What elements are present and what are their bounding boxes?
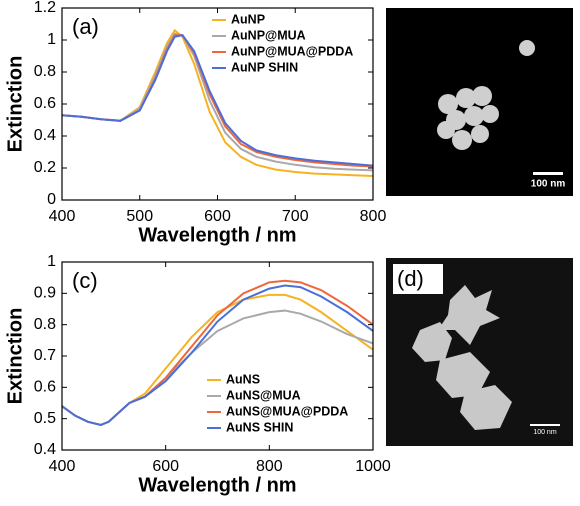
y-tick-label: 0 — [47, 191, 56, 208]
data-line — [61, 34, 374, 167]
x-tick-label: 600 — [152, 458, 179, 475]
legend-label: AuNS@MUA@PDDA — [226, 404, 348, 418]
y-tick-label: 1 — [47, 253, 56, 270]
x-axis-label: Wavelength / nm — [138, 224, 296, 246]
particles — [412, 285, 512, 430]
sem-image-d: 100 nm (d) — [386, 258, 573, 446]
y-tick-label: 0.9 — [34, 285, 56, 302]
scale-bar-label: 100 nm — [531, 179, 566, 190]
y-tick-label: 0.5 — [34, 410, 56, 427]
x-tick-label: 400 — [49, 208, 76, 225]
x-tick-label: 500 — [126, 208, 153, 225]
x-tick-label: 800 — [256, 458, 283, 475]
legend-label: AuNP SHIN — [231, 60, 298, 74]
data-line — [61, 279, 374, 426]
y-tick-label: 1.2 — [34, 0, 56, 16]
panel-label: (c) — [72, 268, 98, 293]
y-tick-label: 0.2 — [34, 159, 56, 176]
legend-label: AuNP@MUA — [231, 28, 306, 42]
legend-label: AuNS — [226, 372, 260, 386]
particles — [437, 40, 535, 150]
x-tick-label: 800 — [360, 208, 387, 225]
panel-label: (b) — [398, 16, 425, 41]
y-axis-label: Extinction — [4, 308, 26, 405]
x-axis-label: Wavelength / nm — [138, 474, 296, 496]
legend-label: AuNP — [231, 12, 265, 26]
scale-bar — [530, 424, 560, 426]
y-tick-label: 0.8 — [34, 63, 56, 80]
sem-image-b: 100 nm (b) — [386, 8, 573, 196]
y-tick-label: 0.6 — [34, 379, 56, 396]
label-box — [393, 264, 443, 294]
data-line — [61, 284, 374, 426]
y-tick-label: 0.4 — [34, 127, 56, 144]
legend-label: AuNS SHIN — [226, 420, 293, 434]
y-tick-label: 0.7 — [34, 347, 56, 364]
legend-label: AuNP@MUA@PDDA — [231, 44, 353, 58]
y-tick-label: 0.6 — [34, 95, 56, 112]
x-tick-label: 400 — [49, 458, 76, 475]
y-tick-label: 1 — [47, 31, 56, 48]
panel-label: (d) — [397, 266, 424, 291]
scale-bar-label: 100 nm — [533, 429, 557, 436]
scale-bar — [533, 172, 563, 175]
x-tick-label: 700 — [282, 208, 309, 225]
y-tick-label: 0.4 — [34, 441, 56, 458]
legend-label: AuNS@MUA — [226, 388, 301, 402]
y-tick-label: 0.8 — [34, 316, 56, 333]
x-tick-label: 600 — [204, 208, 231, 225]
x-tick-label: 1000 — [355, 458, 391, 475]
y-axis-label: Extinction — [4, 56, 26, 153]
panel-label: (a) — [72, 14, 99, 39]
